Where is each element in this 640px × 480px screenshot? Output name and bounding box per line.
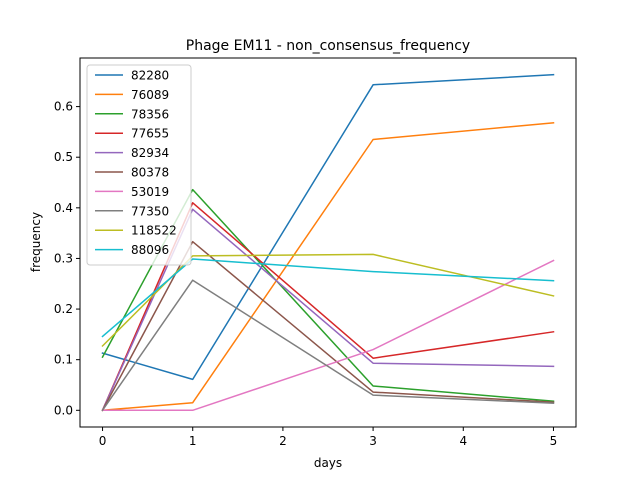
legend-label: 77350 <box>131 204 169 218</box>
series-line-82934 <box>101 208 555 412</box>
series-line-88096 <box>101 258 555 338</box>
legend-label: 77655 <box>131 127 169 141</box>
legend-label: 82280 <box>131 69 169 83</box>
x-tick-label: 3 <box>369 434 377 448</box>
axis-ticks: 0 1 2 3 4 5 0.0 0.1 0.2 0.3 0.4 0.5 0.6 <box>54 100 557 448</box>
y-tick-label: 0.2 <box>54 302 73 316</box>
x-tick-label: 2 <box>279 434 287 448</box>
x-tick-label: 5 <box>550 434 558 448</box>
legend-label: 118522 <box>131 224 177 238</box>
y-tick-label: 0.4 <box>54 201 73 215</box>
y-axis-label: frequency <box>29 212 43 272</box>
plot-frame <box>79 57 577 428</box>
series-line-77350 <box>101 279 555 412</box>
legend-label: 53019 <box>131 185 169 199</box>
x-tick-label: 0 <box>99 434 107 448</box>
series-line-80378 <box>101 240 555 412</box>
chart-title: Phage EM11 - non_consensus_frequency <box>186 38 470 54</box>
y-tick-label: 0.5 <box>54 150 73 164</box>
series-line-118522 <box>101 253 555 348</box>
x-tick-label: 1 <box>189 434 197 448</box>
legend-label: 88096 <box>131 243 169 257</box>
series-line-53019 <box>101 259 555 412</box>
legend-label: 76089 <box>131 88 169 102</box>
legend-box <box>86 64 192 266</box>
legend-label: 82934 <box>131 146 169 160</box>
x-axis-label: days <box>314 456 342 470</box>
series-line-78356 <box>101 188 555 403</box>
series-line-77655 <box>101 202 555 412</box>
series-lines <box>101 73 555 412</box>
y-tick-label: 0.3 <box>54 251 73 265</box>
y-tick-label: 0.1 <box>54 353 73 367</box>
series-line-76089 <box>101 121 555 412</box>
y-tick-label: 0.0 <box>54 403 73 417</box>
legend: 82280 76089 78356 77655 82934 80378 53019 77350… <box>86 64 192 266</box>
series-line-82280 <box>101 73 555 381</box>
x-tick-label: 4 <box>459 434 467 448</box>
y-tick-label: 0.6 <box>54 100 73 114</box>
legend-label: 78356 <box>131 107 169 121</box>
legend-label: 80378 <box>131 166 169 180</box>
